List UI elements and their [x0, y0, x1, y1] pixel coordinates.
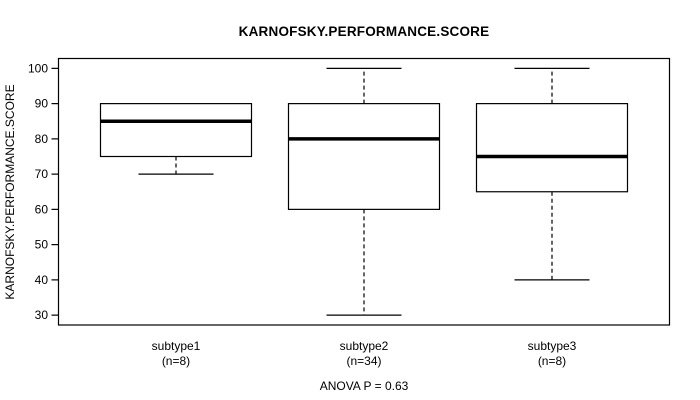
- y-tick-label: 30: [35, 308, 49, 322]
- iqr-box: [99, 103, 253, 158]
- group-label-subtype1: subtype1 (n=8): [96, 339, 256, 368]
- y-tick-label: 80: [35, 132, 49, 146]
- group-name: subtype3: [527, 339, 577, 353]
- group-name: subtype1: [151, 339, 201, 353]
- group-label-subtype3: subtype3 (n=8): [472, 339, 632, 368]
- anova-annotation: ANOVA P = 0.63: [319, 379, 409, 393]
- y-tick-label: 90: [35, 97, 49, 111]
- y-tick-label: 60: [35, 202, 49, 216]
- iqr-box: [475, 103, 629, 193]
- y-tick-label: 40: [35, 273, 49, 287]
- y-tick-label: 70: [35, 167, 49, 181]
- group-name: subtype2: [339, 339, 389, 353]
- iqr-box: [287, 103, 441, 210]
- group-label-subtype2: subtype2 (n=34): [284, 339, 444, 368]
- group-count: (n=8): [537, 353, 567, 368]
- group-count: (n=8): [161, 353, 191, 368]
- y-tick-label: 100: [28, 61, 48, 75]
- group-count: (n=34): [346, 353, 382, 368]
- y-tick-label: 50: [35, 238, 49, 252]
- plot-border: [57, 57, 671, 326]
- chart-title: KARNOFSKY.PERFORMANCE.SCORE: [238, 24, 490, 39]
